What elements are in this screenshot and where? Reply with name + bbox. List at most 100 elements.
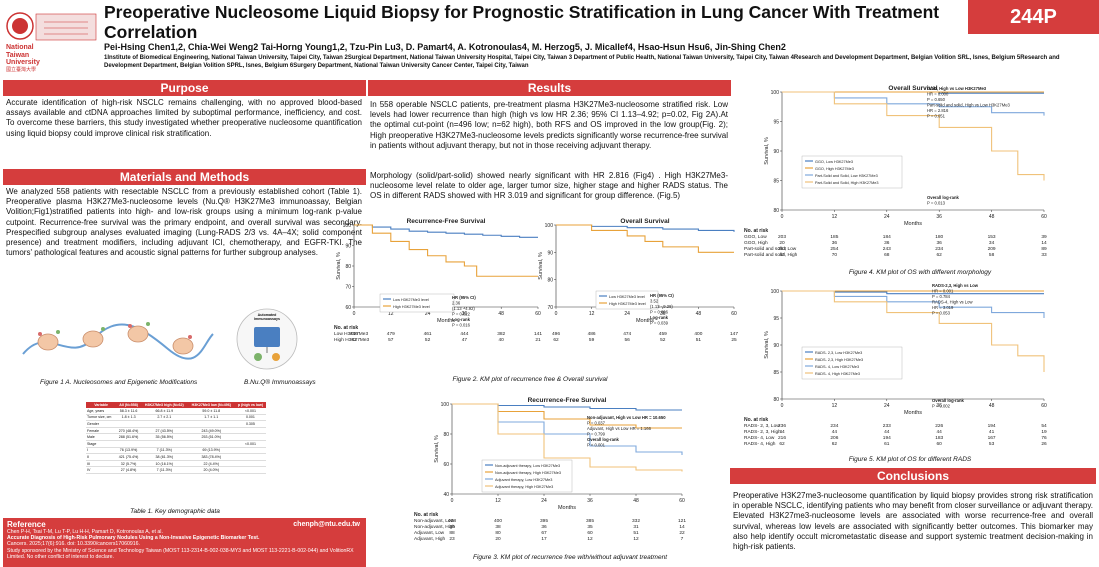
risk-value: 39	[449, 524, 455, 530]
legend-label: Part-Solid and Solid, High H3K27Me3	[815, 181, 879, 185]
km-curve-3	[782, 290, 1045, 372]
km-curve-3	[782, 91, 1045, 181]
table-cell	[234, 427, 266, 435]
risk-value: 243	[883, 246, 891, 252]
y-tick-label: 95	[773, 120, 779, 126]
logo-line-1: National	[6, 44, 34, 51]
conclusions-text: Preoperative H3K27me3-nucleosome quantif…	[733, 491, 1093, 552]
y-tick-label: 90	[773, 149, 779, 155]
table-cell	[234, 460, 266, 468]
risk-value: 209	[988, 246, 996, 252]
legend-box	[595, 290, 659, 310]
table-cell: 69 (13.9%)	[187, 447, 235, 455]
risk-value: 36	[937, 240, 943, 246]
risk-row-label: Low H3K27Me3	[334, 331, 368, 337]
risk-value: 35	[587, 524, 593, 530]
y-tick-label: 100	[771, 90, 780, 96]
risk-value: 34	[989, 240, 995, 246]
y-axis-label: Survival, %	[764, 331, 770, 359]
legend-box	[801, 155, 903, 189]
chart-annotation: RADS-4, High vs Low	[932, 300, 973, 305]
table-cell	[116, 440, 141, 448]
legend-label: Non-adjuvant therapy, High H3K27Me3	[495, 471, 561, 475]
risk-table-label: No. at risk	[334, 325, 358, 331]
risk-value: 68	[884, 252, 890, 258]
figure-5-chart: 0 12 24 36 48 60 80 85 90 95 100 Months Survival, % R…	[742, 283, 1096, 455]
risk-value: 36	[541, 524, 547, 530]
risk-value: 44	[937, 429, 943, 435]
table-row: Male 288 (51.6%) 35 (56.5%) 253 (51.0%)	[86, 433, 266, 441]
km-plot-fig4: Overall Survival 0 12 24 36 48 60 80 85 90 95 100 Mo…	[744, 85, 1047, 258]
risk-value: 12	[633, 536, 639, 542]
x-tick-label: 24	[884, 403, 890, 409]
risk-value: 33	[1041, 252, 1047, 258]
y-tick-label: 85	[773, 370, 779, 376]
table-cell: 7 (11.3%)	[140, 466, 188, 474]
table-header-cell: H3K27Me3 low (N=496)	[187, 402, 235, 408]
y-tick-label: 100	[343, 223, 352, 229]
risk-value: 395	[540, 518, 548, 524]
x-tick-label: 36	[660, 311, 666, 317]
reference-line: Accurate Diagnosis of High-Risk Pulmonar…	[7, 535, 260, 542]
risk-value: 153	[988, 234, 996, 240]
reference-line: Cancers. 2025;17(6):916. doi: 10.3390/ca…	[7, 541, 140, 548]
table-cell: 421 (75.4%)	[116, 453, 141, 461]
km-plot-fig2a: Recurrence-Free Survival 0 12 24 36 48 60 60 70 8…	[334, 218, 542, 343]
risk-value: 185	[830, 234, 838, 240]
x-tick-label: 24	[541, 498, 547, 504]
risk-value: 141	[534, 331, 542, 337]
chart-annotation: Overall log-rank	[927, 195, 960, 200]
x-tick-label: 48	[989, 214, 995, 220]
x-axis-label: Months	[636, 318, 654, 324]
chart-legend: Non-adjuvant therapy, Low H3K27Me3 Non-ad…	[481, 459, 573, 493]
risk-row-label: Adjuvant, Low	[414, 530, 445, 536]
km-curve-1	[556, 224, 734, 253]
x-tick-label: 36	[936, 214, 942, 220]
table-cell: 32 (5.7%)	[116, 460, 141, 468]
y-tick-label: 100	[441, 402, 450, 408]
y-tick-label: 60	[345, 305, 351, 311]
figure-2a-chart: Recurrence-Free Survival 0 12 24 36 48 60 60 70 8…	[332, 215, 544, 375]
chart-annotation: Overall log-rank	[587, 437, 620, 442]
risk-value: 147	[730, 331, 738, 337]
legend-label: High H3K27Me3 level	[393, 305, 430, 309]
risk-value: 62	[779, 441, 785, 447]
risk-value: 23	[449, 536, 455, 542]
table-cell: II	[86, 453, 117, 461]
table-cell: Male	[86, 433, 117, 441]
x-tick-label: 48	[498, 311, 504, 317]
km-plot-fig2b: Overall Survival 0 12 24 36 48 60 70 80 90 100 Mont…	[538, 218, 738, 343]
table-row: IV 27 (4.8%) 7 (11.3%) 20 (4.0%)	[86, 466, 266, 474]
x-tick-label: 0	[451, 498, 454, 504]
ntu-seal-icon	[6, 12, 97, 41]
risk-value: 293	[778, 246, 786, 252]
risk-value: 167	[988, 435, 996, 441]
table-cell	[234, 453, 266, 461]
figure-2b-chart: Overall Survival 0 12 24 36 48 60 70 80 90 100 Mont…	[538, 215, 738, 375]
risk-value: 62	[832, 441, 838, 447]
legend-label: RADS- 4, High H3K27Me3	[815, 372, 860, 376]
risk-value: 236	[778, 423, 786, 429]
table-cell: 383 (78.4%)	[187, 453, 235, 461]
x-axis-label: Months	[904, 221, 922, 227]
y-tick-label: 70	[547, 305, 553, 311]
table-cell: 0.305	[234, 420, 266, 428]
chart-annotation: P = 0.096	[650, 310, 669, 315]
x-tick-label: 36	[587, 498, 593, 504]
table-cell: 38 (61.3%)	[140, 453, 188, 461]
risk-value: 70	[832, 252, 838, 258]
y-tick-label: 90	[345, 244, 351, 250]
contact-email[interactable]: chenph@ntu.edu.tw	[293, 521, 360, 528]
risk-value: 21	[535, 337, 541, 343]
table-cell: 270 (48.4%)	[116, 427, 141, 435]
risk-value: 14	[679, 524, 685, 530]
table-cell: 243 (49.0%)	[187, 427, 235, 435]
risk-value: 58	[989, 252, 995, 258]
chart-annotation: P = 0.799	[587, 432, 606, 437]
risk-value: 62	[351, 337, 357, 343]
x-tick-label: 24	[425, 311, 431, 317]
x-tick-label: 60	[1041, 403, 1047, 409]
table-cell: 27 (4.8%)	[116, 466, 141, 474]
risk-value: 121	[678, 518, 686, 524]
legend-label: RADS- 2,3, Low H3K27Me3	[815, 351, 862, 355]
